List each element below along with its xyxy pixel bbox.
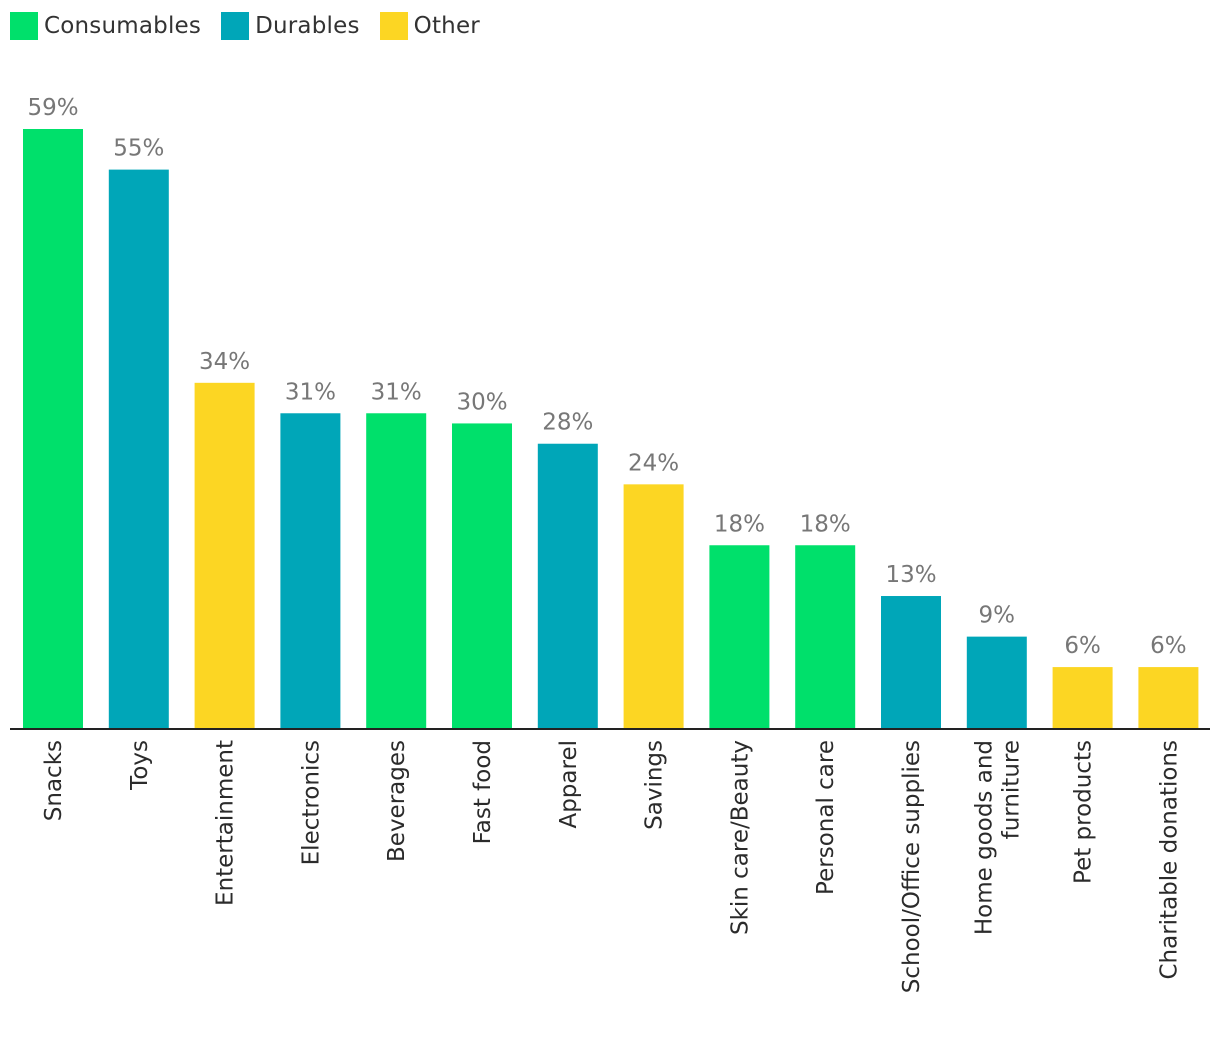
category-label-beverages: Beverages: [384, 740, 410, 862]
bar-school-office-supplies: [881, 596, 941, 728]
category-label-skin-care-beauty: Skin care/Beauty: [727, 740, 753, 935]
bar-personal-care: [795, 545, 856, 728]
category-label-line: Fast food: [470, 740, 496, 844]
category-label-pet-products: Pet products: [1071, 740, 1097, 884]
category-label-line: Personal care: [813, 740, 839, 895]
category-label-line: Beverages: [384, 740, 410, 862]
legend-label-durables: Durables: [255, 13, 360, 39]
value-label-electronics: 31%: [285, 379, 336, 405]
legend-swatch-durables: [221, 12, 250, 40]
value-label-snacks: 59%: [27, 95, 78, 121]
bar-fast-food: [452, 423, 512, 728]
category-label-fast-food: Fast food: [470, 740, 496, 844]
bar-home-goods-and-furniture: [966, 636, 1027, 728]
legend-item-other: Other: [379, 12, 480, 40]
legend-label-consumables: Consumables: [44, 13, 202, 39]
category-label-home-goods-and-furniture: Home goods andfurniture: [971, 740, 1024, 935]
value-label-skin-care-beauty: 18%: [714, 511, 765, 537]
bar-entertainment: [194, 382, 255, 728]
bar-snacks: [23, 129, 83, 728]
value-label-personal-care: 18%: [800, 511, 851, 537]
value-label-fast-food: 30%: [456, 389, 507, 415]
bar-beverages: [366, 413, 427, 728]
legend-item-durables: Durables: [221, 12, 360, 40]
bar-pet-products: [1052, 667, 1113, 728]
legend-label-other: Other: [413, 13, 480, 39]
bar-charitable-donations: [1138, 667, 1199, 728]
legend-item-consumables: Consumables: [10, 12, 201, 40]
bars-group: [23, 129, 1199, 728]
value-labels-group: 59% 55% 34% 31% 31% 30% 28% 24% 18% 18% 13% 9% 6% 6%: [27, 95, 1186, 659]
category-label-toys: Toys: [127, 740, 153, 791]
category-label-charitable-donations: Charitable donations: [1156, 740, 1182, 980]
category-label-line: Charitable donations: [1156, 740, 1182, 980]
value-label-savings: 24%: [628, 450, 679, 476]
category-label-line: School/Office supplies: [899, 740, 925, 993]
category-label-line: Pet products: [1071, 740, 1097, 884]
category-label-line: Toys: [127, 740, 153, 791]
category-label-line: Entertainment: [213, 740, 239, 906]
value-label-toys: 55%: [113, 136, 164, 162]
category-label-savings: Savings: [642, 740, 668, 830]
value-label-beverages: 31%: [371, 379, 422, 405]
value-label-entertainment: 34%: [199, 349, 250, 375]
category-label-school-office-supplies: School/Office supplies: [899, 740, 925, 993]
chart-legend: Consumables Durables Other: [10, 10, 500, 42]
category-label-personal-care: Personal care: [813, 740, 839, 895]
value-label-apparel: 28%: [542, 410, 593, 436]
value-label-pet-products: 6%: [1064, 633, 1101, 659]
category-label-line: Snacks: [41, 740, 67, 821]
value-label-school-office-supplies: 13%: [885, 562, 936, 588]
category-label-line: Savings: [642, 740, 668, 830]
bar-apparel: [537, 443, 598, 728]
value-label-charitable-donations: 6%: [1150, 633, 1187, 659]
bar-toys: [108, 169, 169, 728]
legend-swatch-consumables: [10, 12, 38, 40]
category-label-entertainment: Entertainment: [213, 740, 239, 906]
category-label-snacks: Snacks: [41, 740, 67, 821]
bar-savings: [623, 484, 684, 728]
bar-skin-care-beauty: [709, 545, 770, 728]
value-label-home-goods-and-furniture: 9%: [979, 603, 1016, 629]
category-label-line: furniture: [998, 740, 1024, 839]
category-label-line: Skin care/Beauty: [727, 740, 753, 935]
category-label-line: Home goods and: [971, 740, 997, 935]
category-label-line: Electronics: [298, 740, 324, 865]
category-label-apparel: Apparel: [556, 740, 582, 829]
category-label-line: Apparel: [556, 740, 582, 829]
category-labels-group: Snacks Toys Entertainment Electronics Bevera…: [41, 740, 1182, 993]
bar-electronics: [280, 413, 341, 728]
category-label-electronics: Electronics: [298, 740, 324, 865]
legend-swatch-other: [379, 12, 408, 40]
